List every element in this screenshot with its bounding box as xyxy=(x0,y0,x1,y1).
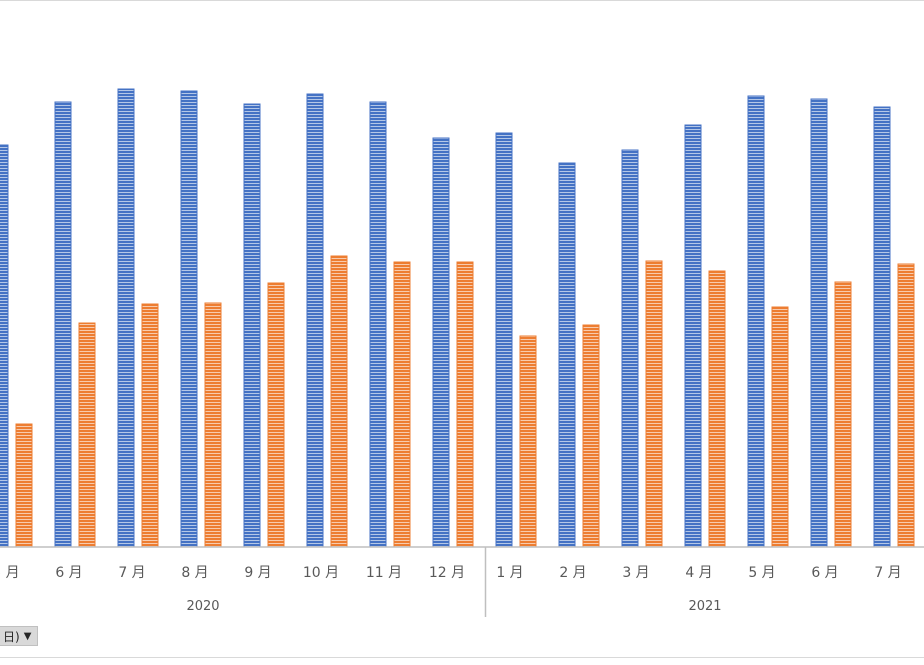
series-1-bar xyxy=(747,95,765,548)
x-tick-label: 12 月 xyxy=(429,565,465,581)
series-1-bar xyxy=(810,98,828,548)
series-1-bar xyxy=(54,101,72,548)
series-1-bar xyxy=(180,90,198,548)
x-tick-label: 2 月 xyxy=(559,565,586,581)
series-2-bar xyxy=(771,306,789,548)
field-filter-button[interactable]: 日) ▼ xyxy=(0,626,39,646)
series-2-bar xyxy=(78,322,96,548)
series-2-bar xyxy=(834,281,852,548)
series-1-bar xyxy=(243,103,261,548)
series-1-bar xyxy=(684,124,702,548)
x-tick-label: 8 月 xyxy=(181,565,208,581)
x-tick-label: 1 月 xyxy=(496,565,523,581)
x-tick-label: 4 月 xyxy=(685,565,712,581)
series-2-bar xyxy=(267,282,285,548)
chevron-down-icon: ▼ xyxy=(23,630,32,642)
series-2-bar xyxy=(519,335,537,548)
series-2-bar xyxy=(15,423,33,548)
x-tick-label: 5 月 xyxy=(748,565,775,581)
x-tick-label: 7 月 xyxy=(874,565,901,581)
series-1-bar xyxy=(558,162,576,548)
x-tick-label: 9 月 xyxy=(244,565,271,581)
series-2-bar xyxy=(330,255,348,548)
series-2-bar xyxy=(645,260,663,548)
x-tick-label: 6 月 xyxy=(55,565,82,581)
x-tick-label: 6 月 xyxy=(811,565,838,581)
series-2-bar xyxy=(582,324,600,548)
series-2-bar xyxy=(897,263,915,548)
series-1-bar xyxy=(495,132,513,548)
group-label: 2020 xyxy=(186,599,219,614)
series-1-bar xyxy=(0,144,9,548)
divider xyxy=(0,657,924,658)
series-2-bar xyxy=(204,302,222,548)
x-tick-label: 11 月 xyxy=(366,565,402,581)
series-1-bar xyxy=(117,88,135,548)
group-label: 2021 xyxy=(688,599,721,614)
series-2-bar xyxy=(456,261,474,548)
series-2-bar xyxy=(708,270,726,548)
x-tick-label: 7 月 xyxy=(118,565,145,581)
series-1-bar xyxy=(369,101,387,548)
field-filter-label: 日) xyxy=(3,629,20,644)
x-tick-label: 3 月 xyxy=(622,565,649,581)
series-1-bar xyxy=(432,137,450,548)
x-tick-label: 5 月 xyxy=(0,565,20,581)
x-tick-label: 10 月 xyxy=(303,565,339,581)
series-1-bar xyxy=(621,149,639,548)
series-1-bar xyxy=(873,106,891,548)
series-2-bar xyxy=(141,303,159,548)
series-2-bar xyxy=(393,261,411,548)
series-1-bar xyxy=(306,93,324,548)
